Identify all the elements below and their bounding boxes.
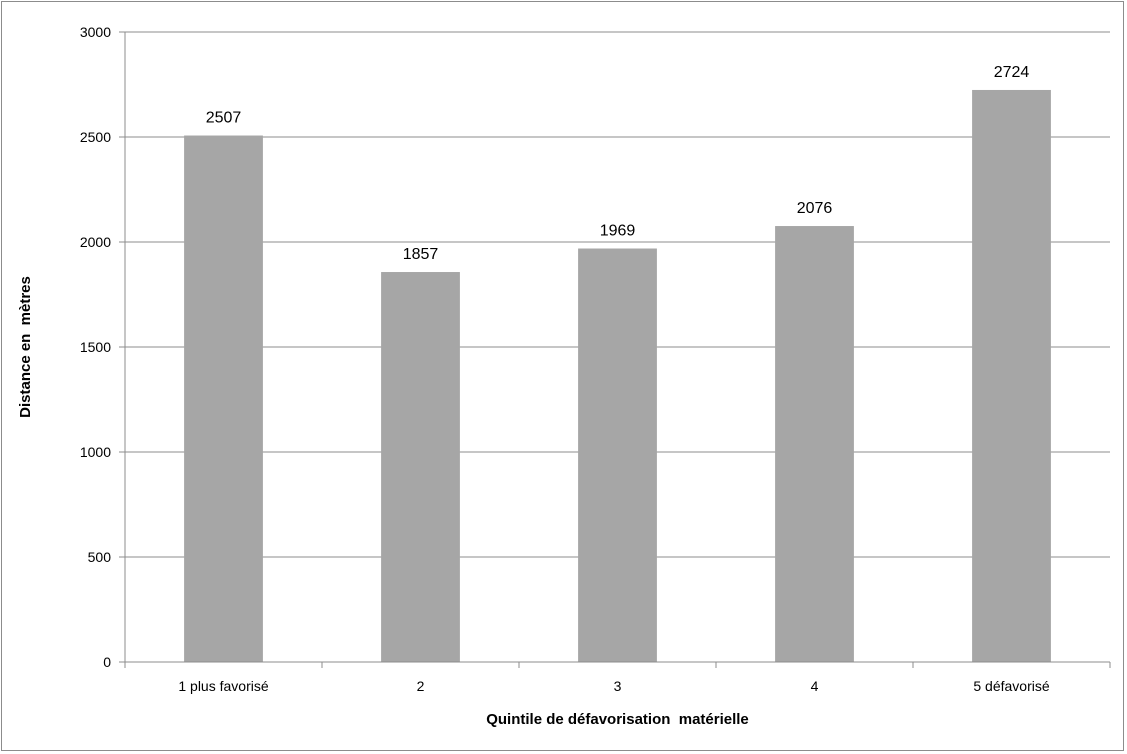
x-tick-label: 5 défavorisé (973, 678, 1049, 694)
axes (119, 31, 1111, 668)
bar (972, 89, 1051, 662)
bar (381, 272, 460, 662)
data-label: 1969 (600, 223, 636, 240)
y-tick-label: 2000 (80, 234, 111, 250)
bar (184, 135, 263, 662)
labels: 0 500 1000 1500 2000 2500 3000 2507 1 plus favor… (80, 24, 1050, 694)
y-tick-label: 1000 (80, 444, 111, 460)
x-tick-label: 1 plus favorisé (178, 678, 268, 694)
y-tick-label: 1500 (80, 339, 111, 355)
x-axis-title: Quintile de défavorisation matérielle (486, 711, 749, 728)
gridlines (125, 31, 1110, 558)
data-label: 2507 (206, 110, 242, 127)
y-tick-label: 3000 (80, 24, 111, 40)
bar (775, 226, 854, 663)
x-tick-label: 4 (811, 678, 819, 694)
bars (184, 89, 1051, 663)
data-label: 2724 (994, 64, 1030, 81)
y-tick-label: 500 (88, 549, 112, 565)
y-tick-label: 2500 (80, 129, 111, 145)
data-label: 2076 (797, 200, 833, 217)
data-label: 1857 (403, 246, 439, 263)
x-tick-label: 3 (614, 678, 622, 694)
y-tick-label: 0 (103, 654, 111, 670)
x-tick-label: 2 (417, 678, 425, 694)
y-axis-title: Distance en mètres (17, 276, 34, 418)
bar (578, 248, 657, 662)
